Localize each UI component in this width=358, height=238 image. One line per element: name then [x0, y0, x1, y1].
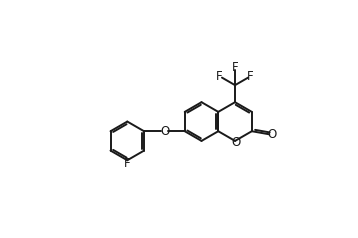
Text: O: O [160, 125, 169, 138]
Text: O: O [232, 136, 241, 149]
Text: O: O [267, 128, 277, 141]
Text: F: F [216, 70, 223, 83]
Text: F: F [247, 70, 254, 83]
Text: F: F [232, 61, 238, 74]
Text: F: F [124, 157, 130, 170]
